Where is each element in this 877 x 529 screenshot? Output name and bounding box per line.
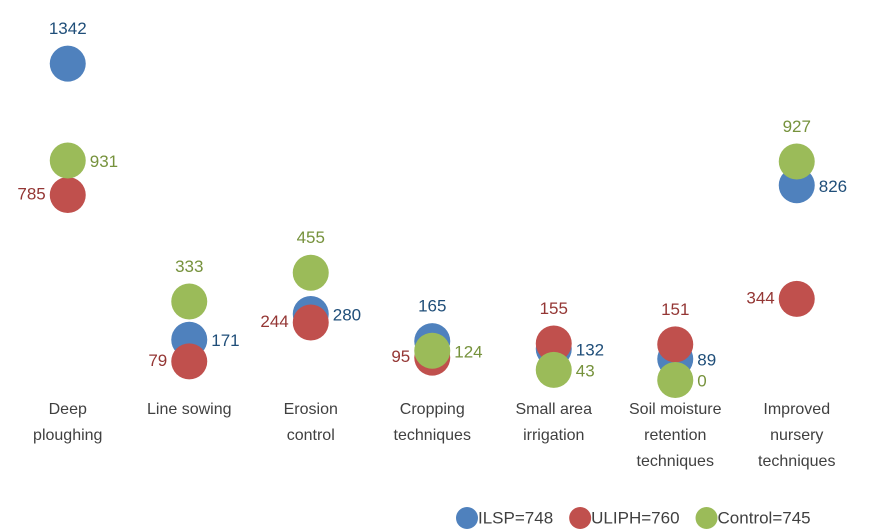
- dot: [49, 45, 86, 82]
- dot: [49, 176, 86, 213]
- data-label: 79: [148, 351, 167, 370]
- data-label: 165: [418, 297, 446, 316]
- legend-label: Control=745: [718, 508, 811, 527]
- dot: [171, 343, 208, 380]
- dot: [657, 362, 694, 398]
- data-label: 927: [783, 117, 811, 136]
- data-label: 785: [17, 184, 45, 203]
- x-tick-label: Cropping techniques: [393, 401, 471, 444]
- data-label: 155: [540, 299, 568, 318]
- dot: [778, 143, 815, 180]
- data-label: 455: [297, 228, 325, 247]
- data-label: 43: [576, 361, 595, 380]
- data-label: 280: [333, 305, 361, 324]
- legend-marker: [569, 507, 592, 529]
- dot: [171, 283, 208, 320]
- dot: [49, 142, 86, 179]
- dot: [778, 280, 815, 317]
- data-label: 244: [260, 312, 288, 331]
- data-label: 826: [819, 177, 847, 196]
- dot: [535, 325, 572, 362]
- legend-marker: [456, 507, 478, 529]
- x-tick-label: Line sowing: [147, 401, 232, 418]
- data-label: 344: [746, 288, 774, 307]
- data-label: 0: [697, 371, 706, 390]
- x-tick-label: Small area irrigation: [515, 401, 592, 444]
- data-label: 132: [576, 340, 604, 359]
- x-tick-label: Improved nursery techniques: [758, 401, 836, 470]
- dot: [292, 304, 329, 341]
- dot: [535, 351, 572, 388]
- data-label: 89: [697, 351, 716, 370]
- x-tick-label: Deep ploughing: [33, 401, 103, 444]
- legend-marker: [695, 507, 718, 529]
- data-label: 1342: [49, 19, 87, 38]
- data-label: 171: [211, 331, 239, 350]
- dot: [657, 326, 694, 363]
- data-label: 95: [391, 347, 410, 366]
- data-label: 151: [661, 300, 689, 319]
- data-label: 333: [175, 257, 203, 276]
- legend-label: ULIPH=760: [591, 508, 679, 527]
- dot: [292, 254, 329, 291]
- data-label: 931: [90, 152, 118, 171]
- x-tick-label: Soil moisture retention techniques: [629, 401, 722, 470]
- dot: [414, 332, 451, 369]
- x-tick-label: Erosion control: [283, 401, 338, 444]
- data-label: 124: [454, 342, 482, 361]
- legend-label: ILSP=748: [478, 508, 553, 527]
